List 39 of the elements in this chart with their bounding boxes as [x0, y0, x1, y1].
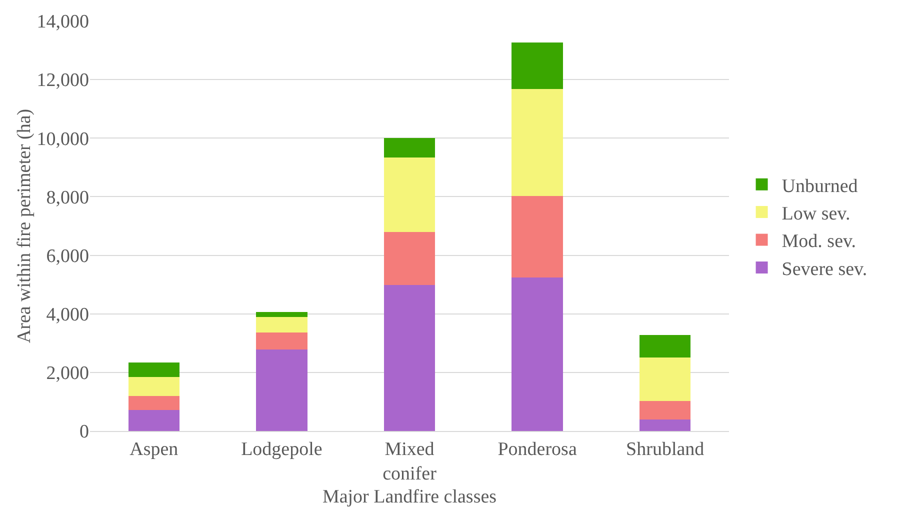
x-tick-label: Ponderosa — [498, 438, 578, 460]
y-tick-label: 12,000 — [36, 70, 89, 92]
x-tick-label: Mixed conifer — [382, 438, 438, 485]
bar — [512, 277, 563, 431]
bar — [384, 138, 436, 158]
bar — [640, 334, 691, 358]
bar — [128, 410, 180, 431]
y-tick-label: 2,000 — [46, 363, 89, 384]
legend-label: Severe sev. — [782, 258, 868, 280]
x-tick-label: Lodgepole — [241, 438, 322, 460]
y-tick-label: 10,000 — [36, 128, 89, 150]
bar — [512, 196, 563, 278]
x-axis-title: Major Landfire classes — [322, 486, 497, 508]
y-tick-label: 4,000 — [46, 304, 89, 326]
bar — [128, 362, 180, 377]
bar — [128, 376, 180, 396]
bar — [640, 357, 691, 402]
bar — [256, 312, 308, 318]
bar — [512, 42, 563, 89]
bar — [640, 419, 691, 431]
bar — [384, 157, 436, 232]
y-tick-label: 6,000 — [46, 246, 89, 267]
bar — [256, 317, 308, 333]
y-tick-label: 14,000 — [36, 12, 89, 33]
bar — [512, 88, 563, 196]
legend-label: Unburned — [782, 176, 858, 197]
y-tick-label: 8,000 — [46, 187, 89, 208]
bar — [128, 396, 180, 410]
y-axis-title: Area within fire perimeter (ha) — [14, 108, 35, 344]
bar — [640, 401, 691, 420]
y-tick-label: 0 — [80, 422, 89, 443]
legend-label: Low sev. — [782, 203, 850, 224]
bar — [256, 332, 308, 350]
x-tick-label: Aspen — [130, 438, 179, 460]
bar — [256, 349, 308, 431]
bar — [384, 232, 436, 286]
legend-label: Mod. sev. — [782, 231, 856, 252]
bar — [384, 285, 436, 431]
x-tick-label: Shrubland — [626, 438, 705, 460]
